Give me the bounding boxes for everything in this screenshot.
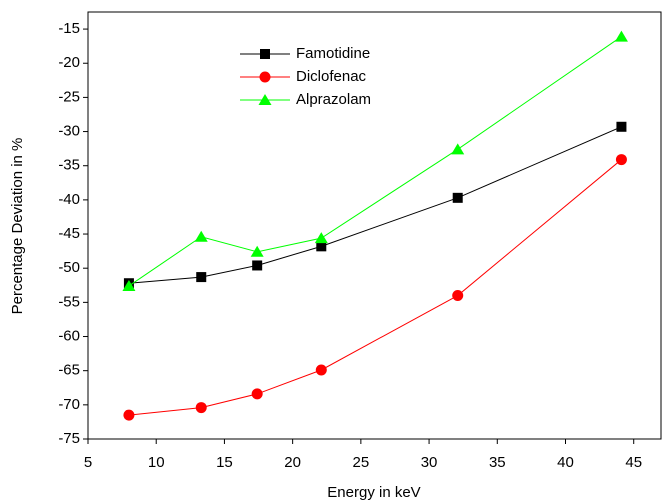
marker-square [252,260,263,271]
x-tick-label: 25 [353,454,370,471]
y-tick-label: -40 [58,191,80,208]
marker-triangle [314,232,328,244]
marker-triangle [614,30,628,42]
y-tick-label: -75 [58,430,80,447]
marker-triangle [122,279,136,291]
y-tick-label: -70 [58,396,80,413]
y-axis-label: Percentage Deviation in % [9,138,26,315]
y-tick-label: -50 [58,259,80,276]
marker-circle [452,290,464,302]
x-tick-label: 40 [557,454,574,471]
marker-square [452,192,463,203]
y-tick-label: -65 [58,362,80,379]
marker-triangle [250,245,264,257]
legend-label: Diclofenac [296,68,367,85]
x-axis-label: Energy in keV [327,484,420,501]
y-tick-label: -30 [58,123,80,140]
marker-circle [259,71,271,83]
y-tick-label: -55 [58,293,80,310]
y-tick-label: -60 [58,327,80,344]
marker-triangle [451,143,465,155]
y-tick-label: -35 [58,157,80,174]
x-tick-label: 15 [216,454,233,471]
series-line [128,36,622,287]
series-line [128,126,622,284]
legend-label: Famotidine [296,45,370,62]
marker-triangle [194,230,208,242]
x-tick-label: 30 [421,454,438,471]
y-tick-label: -25 [58,88,80,105]
plot-frame [87,11,662,440]
x-tick-label: 5 [84,454,92,471]
marker-circle [615,154,627,166]
marker-square [316,241,327,252]
legend-label: Alprazolam [296,91,371,108]
marker-square [196,272,207,283]
marker-square [260,49,270,59]
x-tick-label: 20 [284,454,301,471]
x-tick-label: 35 [489,454,506,471]
marker-square [616,121,627,132]
x-tick-label: 10 [148,454,165,471]
marker-circle [195,402,207,414]
x-tick-label: 45 [625,454,642,471]
marker-circle [251,388,263,400]
marker-circle [315,364,327,376]
y-tick-label: -45 [58,225,80,242]
y-tick-label: -15 [58,20,80,37]
marker-circle [123,409,135,421]
marker-triangle [258,94,272,105]
series-line [128,159,622,416]
y-tick-label: -20 [58,54,80,71]
